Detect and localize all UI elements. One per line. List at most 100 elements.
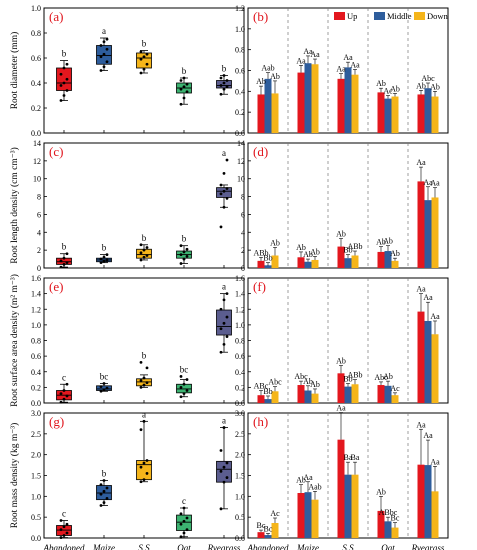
data-point	[59, 72, 63, 76]
y-tick-label: 8	[241, 193, 245, 202]
significance-letter: Aa	[430, 179, 440, 188]
box-Oat	[176, 514, 192, 531]
y-tick-label: 1.2	[31, 305, 41, 314]
data-point	[182, 531, 186, 535]
data-point	[182, 96, 186, 100]
data-point	[185, 378, 189, 381]
panel-a: 0.0 0.2 0.4 0.6 0.8 1.0 (a) Root diameter (mm) b…	[9, 4, 245, 138]
data-point	[225, 79, 229, 82]
data-point	[105, 47, 109, 51]
data-point	[102, 52, 106, 56]
significance-letter: Ba	[344, 453, 353, 462]
data-point	[222, 205, 226, 209]
data-point	[142, 248, 146, 252]
panel-b: 0.00.20.40.60.81.01.2(b) Up Middle DownAbAa…	[235, 4, 449, 138]
bar-down	[311, 64, 319, 133]
significance-letter: ABbc	[379, 508, 398, 517]
y-tick-label: 1.0	[31, 4, 41, 13]
significance-letter: Ab	[310, 247, 320, 256]
significance-letter: a	[222, 416, 226, 426]
significance-letter: Ab	[296, 243, 306, 252]
data-point	[105, 497, 109, 500]
significance-letter: b	[142, 233, 147, 243]
panel-label: (c)	[49, 144, 63, 159]
significance-letter: Aa	[423, 178, 433, 187]
bar-down	[311, 393, 319, 403]
data-point	[219, 449, 223, 452]
significance-letter: Ab	[376, 79, 386, 88]
data-point	[62, 94, 66, 97]
bar-down	[431, 96, 439, 133]
significance-letter: Ac	[383, 87, 393, 96]
significance-letter: Aa	[303, 473, 313, 482]
significance-letter: Abc	[421, 74, 435, 83]
legend-swatch-middle	[374, 12, 385, 20]
data-point	[65, 382, 69, 386]
data-point	[222, 74, 226, 77]
y-tick-label: 0.5	[235, 513, 245, 522]
data-point	[145, 459, 149, 462]
data-point	[179, 535, 183, 539]
significance-letter: ABb	[347, 242, 362, 251]
bar-down	[351, 74, 359, 133]
data-point	[179, 102, 183, 106]
significance-letter: Ab	[430, 82, 440, 91]
bar-middle	[344, 258, 352, 268]
bar-down	[271, 391, 279, 403]
significance-letter: ABb	[253, 248, 268, 257]
y-tick-label: 2.0	[235, 451, 245, 460]
significance-letter: Bb	[343, 246, 352, 255]
y-axis-label: Root surface area density (m² m⁻³)	[9, 274, 20, 407]
data-point	[65, 252, 69, 256]
data-point	[219, 84, 223, 87]
bar-middle	[344, 386, 352, 403]
x-category-label: Oat	[177, 543, 191, 550]
significance-letter: Ab	[390, 84, 400, 93]
y-tick-label: 12	[237, 157, 245, 166]
y-tick-label: 0.0	[31, 129, 41, 138]
data-point	[102, 479, 106, 482]
data-point	[182, 250, 186, 254]
bar-up	[257, 532, 265, 538]
bar-middle	[304, 492, 312, 538]
y-tick-label: 0.6	[235, 67, 245, 76]
x-category-label: Oat	[381, 543, 395, 550]
bar-up	[417, 181, 425, 268]
bar-up	[337, 246, 345, 268]
y-tick-label: 10	[237, 175, 245, 184]
data-point	[99, 44, 103, 47]
bar-down	[271, 93, 279, 133]
data-point	[142, 419, 146, 423]
data-point	[222, 480, 226, 484]
bar-middle	[304, 63, 312, 134]
data-point	[62, 397, 66, 401]
y-tick-label: 1.2	[235, 305, 245, 314]
data-point	[179, 87, 183, 91]
bar-up	[257, 94, 265, 133]
data-point	[99, 261, 103, 265]
data-point	[62, 81, 66, 85]
y-tick-label: 4	[37, 228, 41, 237]
significance-letter: Aa	[430, 457, 440, 466]
significance-letter: Aa	[350, 60, 360, 69]
data-point	[59, 528, 63, 532]
y-tick-label: 0.6	[31, 54, 41, 63]
significance-letter: b	[182, 66, 187, 76]
bar-down	[391, 527, 399, 538]
y-tick-label: 14	[237, 139, 245, 148]
significance-letter: Bc	[264, 524, 273, 533]
bar-down	[431, 491, 439, 538]
significance-letter: Bc	[257, 521, 266, 530]
y-tick-label: 0.0	[235, 129, 245, 138]
y-tick-label: 1.0	[31, 492, 41, 501]
y-axis-label: Root mass density (kg m⁻³)	[9, 423, 20, 529]
data-point	[62, 525, 66, 529]
significance-letter: Aa	[336, 404, 346, 413]
data-point	[105, 258, 109, 262]
bar-up	[377, 510, 385, 538]
significance-letter: Ab	[296, 476, 306, 485]
y-tick-label: 0.0	[235, 534, 245, 543]
significance-letter: Ab	[270, 72, 280, 81]
significance-letter: Bc	[391, 514, 400, 523]
significance-letter: b	[182, 234, 187, 244]
